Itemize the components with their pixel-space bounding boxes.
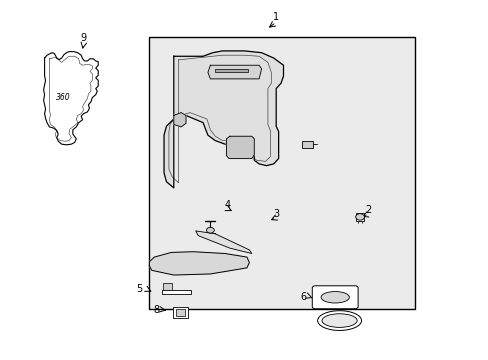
Bar (302, 141, 312, 148)
Bar (215, 69, 248, 72)
Text: 7: 7 (319, 317, 325, 327)
Circle shape (355, 214, 364, 220)
Polygon shape (195, 231, 251, 253)
Polygon shape (207, 65, 261, 79)
Bar (175, 309, 184, 316)
Bar (173, 307, 187, 318)
Bar (149, 37, 414, 309)
Text: 6: 6 (299, 292, 305, 302)
Text: 360: 360 (56, 93, 70, 102)
Polygon shape (163, 51, 283, 188)
Circle shape (206, 227, 214, 233)
Ellipse shape (321, 292, 348, 303)
Text: 3: 3 (273, 209, 279, 219)
Polygon shape (226, 136, 254, 158)
Text: 9: 9 (81, 33, 86, 43)
Ellipse shape (317, 311, 361, 330)
Text: 5: 5 (136, 284, 142, 294)
Polygon shape (173, 113, 185, 127)
Bar (162, 283, 172, 290)
Bar (355, 213, 364, 221)
Polygon shape (43, 51, 98, 145)
Bar (161, 290, 190, 294)
Text: 2: 2 (365, 206, 371, 216)
Polygon shape (149, 252, 249, 275)
Text: 4: 4 (224, 200, 230, 210)
Text: 1: 1 (273, 12, 279, 22)
Text: 8: 8 (153, 305, 160, 315)
Ellipse shape (322, 314, 356, 327)
FancyBboxPatch shape (312, 286, 357, 309)
